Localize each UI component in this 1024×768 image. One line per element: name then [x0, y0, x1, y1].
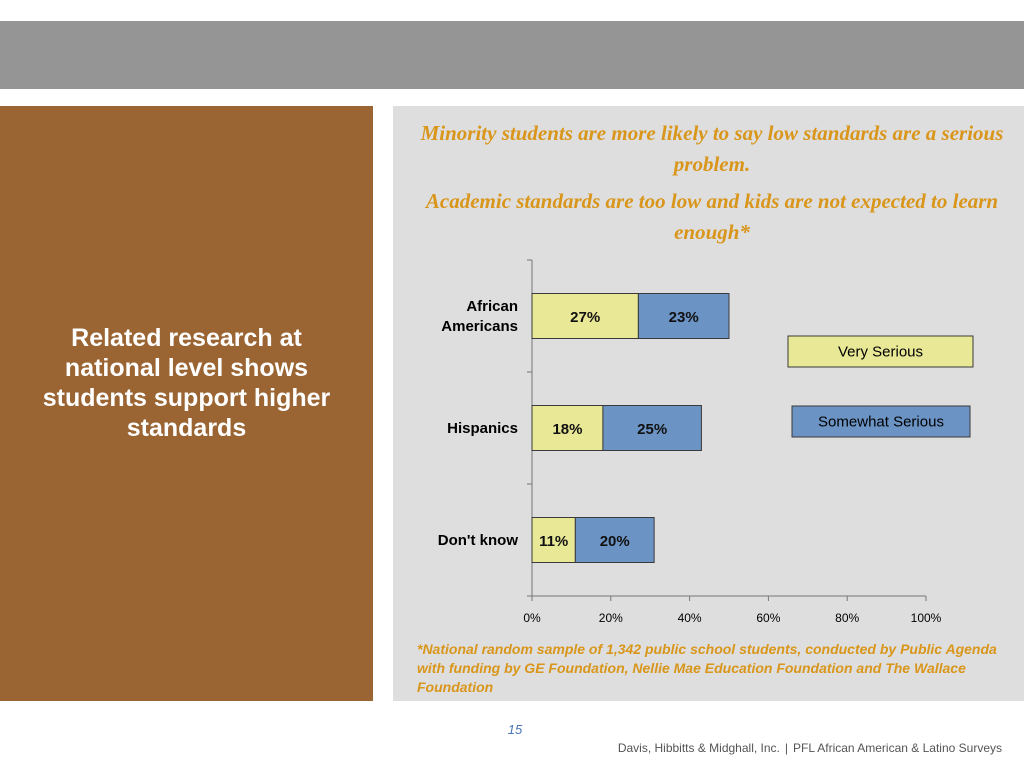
bar-segment — [637, 293, 730, 339]
x-tick-label: 80% — [835, 611, 859, 625]
footer-credit-left: Davis, Hibbitts & Midghall, Inc. — [617, 741, 780, 755]
category-label: African — [466, 298, 518, 315]
chart-title: Minority students are more likely to say… — [420, 121, 1004, 176]
stacked-bar-chart: 0% 20% 40% 60% 80% 100% 27% 23% African Americans… — [438, 259, 974, 625]
category-label: Don't know — [438, 532, 519, 549]
legend-entry-box — [791, 405, 971, 438]
bar-data-label: 11% — [539, 533, 568, 550]
x-tick-label: 100% — [911, 611, 942, 625]
x-tick-label: 60% — [756, 611, 780, 625]
legend-entry-box — [787, 335, 974, 368]
chart-panel — [393, 106, 1024, 701]
bar-segment — [574, 517, 655, 563]
legend-entry-label: Very Serious — [838, 344, 923, 361]
side-panel-text: Related research at national level shows… — [42, 323, 331, 442]
category-label: Hispanics — [447, 420, 518, 437]
bar-data-label: 25% — [637, 421, 667, 438]
bar-data-label: 18% — [552, 421, 582, 438]
footer-credit: Davis, Hibbitts & Midghall, Inc. | PFL Afr… — [618, 741, 1002, 755]
bar-data-label: 23% — [669, 309, 699, 326]
bar-data-label: 27% — [570, 309, 600, 326]
category-label: Americans — [441, 318, 518, 335]
bar-segment — [531, 405, 604, 451]
footer-credit-right: PFL African American & Latino Surveys — [793, 741, 1002, 755]
x-tick-label: 20% — [599, 611, 623, 625]
bar-segment — [531, 293, 639, 339]
page-number: 15 — [507, 722, 523, 737]
side-panel: Related research at national level shows… — [0, 106, 373, 701]
bar-data-label: 20% — [600, 533, 630, 550]
footer-separator: | — [784, 741, 788, 755]
bar-segment — [602, 405, 702, 451]
x-tick-label: 0% — [523, 611, 541, 625]
legend-entry-label: Somewhat Serious — [818, 414, 944, 431]
x-tick-label: 40% — [678, 611, 702, 625]
bar-segment — [531, 517, 576, 563]
chart-subtitle: Academic standards are too low and kids … — [425, 189, 999, 244]
footnote: *National random sample of 1,342 public … — [417, 641, 997, 695]
header-bar — [0, 21, 1024, 89]
